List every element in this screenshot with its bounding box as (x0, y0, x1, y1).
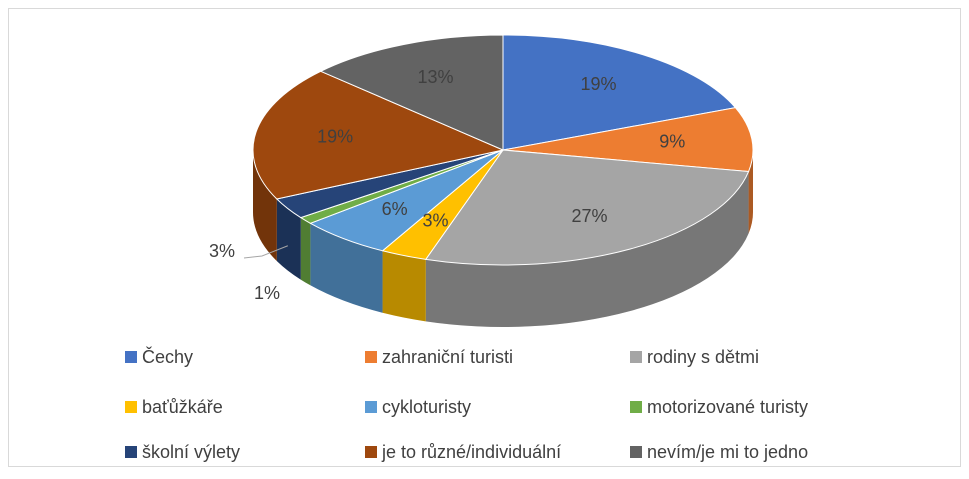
pie-side (748, 150, 753, 234)
pie-side-shade (748, 150, 753, 234)
legend-swatch (125, 351, 137, 363)
pie-side-shade (310, 223, 383, 313)
data-label: 3% (422, 211, 448, 231)
legend-label: cykloturisty (382, 397, 471, 417)
pie-side (425, 171, 749, 327)
pie-side (253, 150, 277, 261)
pie-tops (252, 34, 754, 266)
data-labels: 19% 9% 27% 3% 6% 1% 3% 19% 13% (209, 67, 685, 303)
pie-slice (319, 34, 504, 151)
legend-label: Čechy (142, 346, 193, 367)
legend-label: školní výlety (142, 442, 240, 462)
legend-label: rodiny s dětmi (647, 347, 759, 367)
data-label: 6% (382, 199, 408, 219)
legend-label: motorizované turisty (647, 397, 808, 417)
pie-side-shade (382, 250, 426, 322)
pie-side-shade (253, 150, 277, 261)
legend: Čechy zahraniční turisti rodiny s dětmi bať… (125, 346, 808, 462)
pie-slice (424, 149, 750, 266)
data-label: 19% (581, 74, 617, 94)
data-label: 13% (417, 67, 453, 87)
legend-label: zahraniční turisti (382, 347, 513, 367)
pie-side (310, 223, 383, 313)
legend-swatch (125, 401, 137, 413)
legend-swatch (365, 401, 377, 413)
data-label: 27% (572, 206, 608, 226)
pie-sides (253, 150, 753, 327)
legend-label: baťůžkáře (142, 397, 223, 417)
legend-label: je to různé/individuální (381, 442, 561, 462)
legend-swatch (630, 401, 642, 413)
pie-side-shade (300, 217, 311, 286)
legend-swatch (365, 446, 377, 458)
legend-label: nevím/je mi to jedno (647, 442, 808, 462)
pie-side (300, 217, 311, 286)
data-label: 19% (317, 127, 353, 147)
pie-slice (502, 34, 737, 151)
leader-line (243, 245, 288, 259)
legend-swatch (630, 446, 642, 458)
legend-swatch (630, 351, 642, 363)
pie-slice (252, 70, 505, 200)
pie-side-shade (276, 198, 301, 280)
data-label: 3% (209, 241, 235, 261)
pie-side (276, 198, 301, 280)
data-label: 9% (659, 131, 685, 151)
data-label: 1% (254, 283, 280, 303)
legend-swatch (125, 446, 137, 458)
legend-swatch (365, 351, 377, 363)
pie-side (382, 250, 426, 322)
pie-slice (502, 107, 754, 173)
pie-side-shade (425, 171, 749, 327)
